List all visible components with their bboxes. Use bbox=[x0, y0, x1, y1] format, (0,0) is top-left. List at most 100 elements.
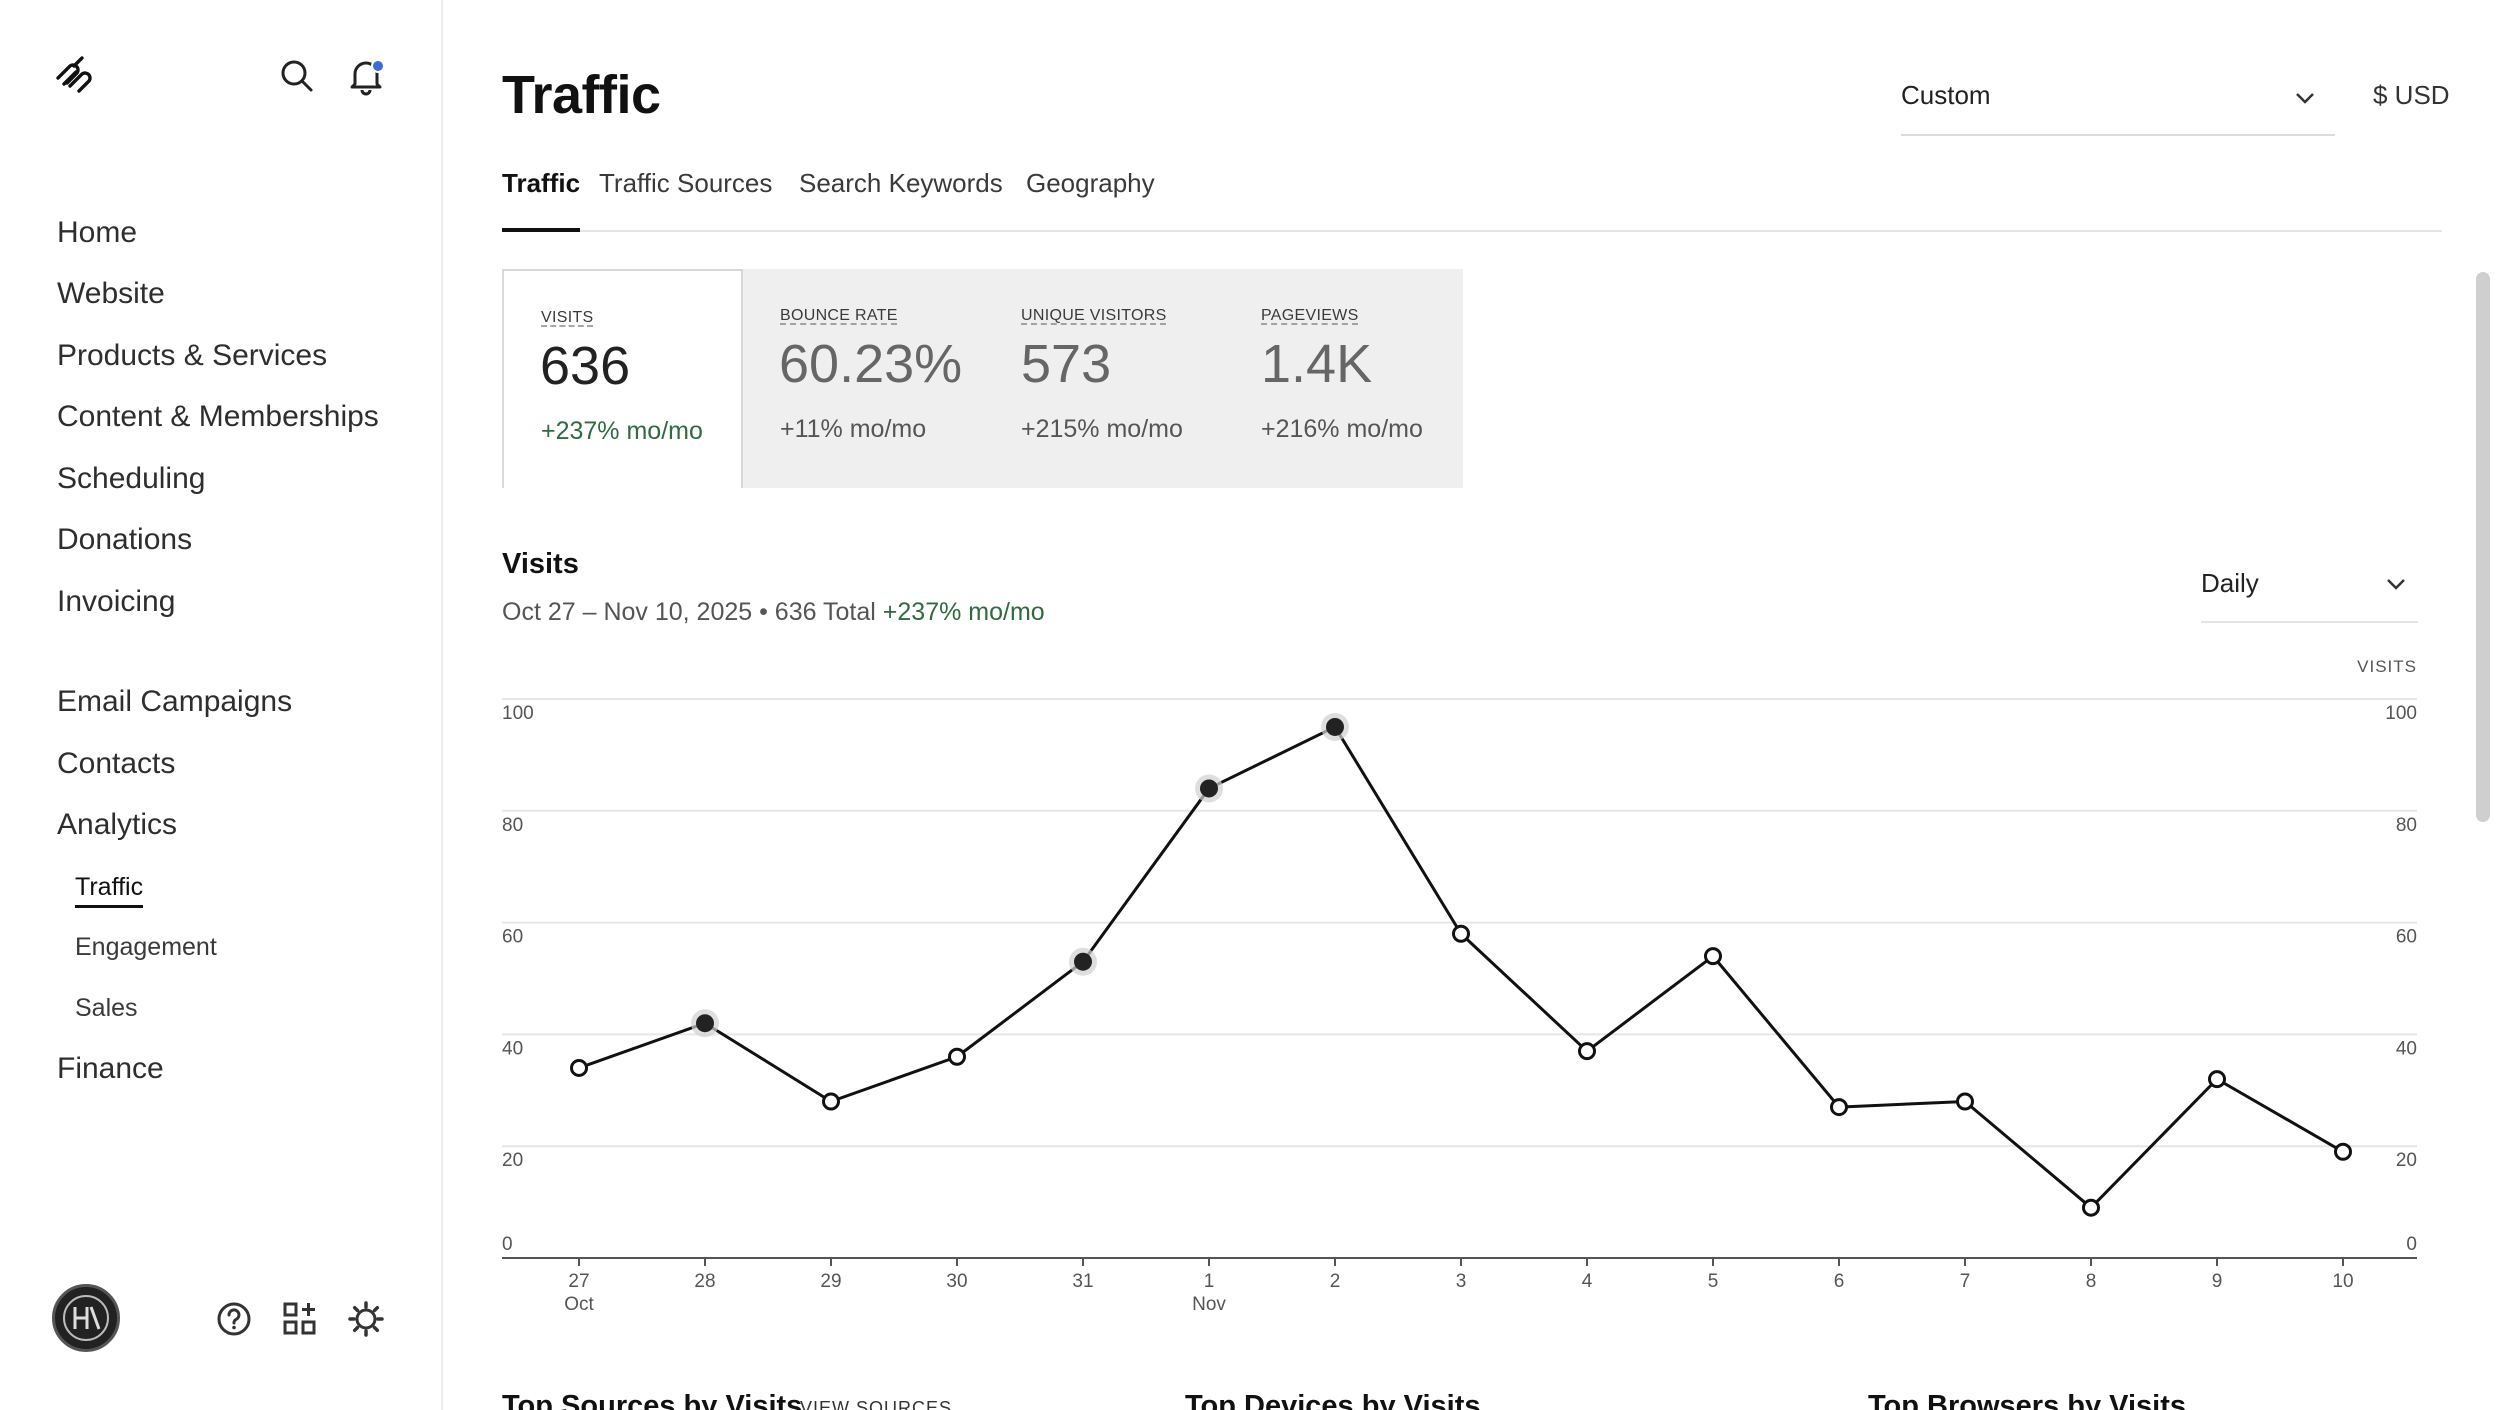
sidebar-item-donations[interactable]: Donations bbox=[57, 523, 193, 556]
sidebar-item-finance[interactable]: Finance bbox=[57, 1052, 164, 1085]
scrollbar[interactable] bbox=[2476, 272, 2490, 822]
data-point[interactable] bbox=[1704, 947, 1722, 966]
date-range-select-value: Custom bbox=[1901, 80, 1991, 110]
y-tick-label-left: 0 bbox=[502, 1234, 513, 1255]
data-point[interactable] bbox=[1830, 1098, 1848, 1117]
top-devices-title: Top Devices by Visits bbox=[1185, 1390, 1481, 1410]
y-tick-label-left: 80 bbox=[502, 815, 523, 836]
chevron-down-icon bbox=[2387, 579, 2405, 590]
data-point[interactable] bbox=[2082, 1198, 2100, 1217]
metric-label: VISITS bbox=[541, 309, 594, 326]
metric-value: 573 bbox=[1021, 334, 1112, 394]
chart-title: Visits bbox=[502, 548, 579, 580]
data-point[interactable] bbox=[1200, 779, 1218, 798]
granularity-select[interactable]: Daily bbox=[2201, 558, 2418, 623]
x-tick-label: 30 bbox=[946, 1271, 967, 1292]
x-month-label: Oct bbox=[564, 1294, 594, 1315]
page-title: Traffic bbox=[502, 65, 661, 125]
metric-card-unique-visitors[interactable]: UNIQUE VISITORS 573 +215% mo/mo bbox=[983, 269, 1223, 488]
metric-label: BOUNCE RATE bbox=[780, 307, 898, 324]
sidebar-subitem-sales[interactable]: Sales bbox=[75, 994, 138, 1022]
sidebar-item-products-services[interactable]: Products & Services bbox=[57, 339, 328, 372]
top-sources-title: Top Sources by Visits bbox=[502, 1390, 803, 1410]
x-tick-label: 31 bbox=[1072, 1271, 1093, 1292]
data-point[interactable] bbox=[1452, 924, 1470, 943]
sidebar-item-invoicing[interactable]: Invoicing bbox=[57, 585, 176, 618]
sidebar-subitem-engagement[interactable]: Engagement bbox=[75, 933, 217, 961]
tab-traffic[interactable]: Traffic bbox=[502, 168, 581, 232]
x-tick-label: 27 bbox=[568, 1271, 589, 1292]
data-point[interactable] bbox=[948, 1047, 966, 1066]
sidebar-item-content-memberships[interactable]: Content & Memberships bbox=[57, 400, 379, 433]
y-tick-label-right: 0 bbox=[2406, 1234, 2417, 1255]
sidebar-item-analytics[interactable]: Analytics bbox=[57, 808, 178, 841]
x-tick-label: 10 bbox=[2332, 1271, 2353, 1292]
main-content: Traffic Custom $ USD Traffic Traffic Sou… bbox=[443, 0, 2500, 1410]
data-point[interactable] bbox=[2208, 1070, 2226, 1089]
sidebar-item-contacts[interactable]: Contacts bbox=[57, 747, 176, 780]
y-tick-label-left: 100 bbox=[502, 703, 534, 724]
metric-value: 60.23% bbox=[779, 334, 963, 394]
x-tick-label: 4 bbox=[1582, 1271, 1593, 1292]
chevron-down-icon bbox=[2296, 93, 2314, 104]
metric-card-bounce-rate[interactable]: BOUNCE RATE 60.23% +11% mo/mo bbox=[743, 269, 983, 488]
squarespace-logo-icon[interactable] bbox=[54, 56, 98, 96]
chart-subtitle: Oct 27 – Nov 10, 2025 • 636 Total +237% … bbox=[502, 598, 1045, 627]
x-tick-label: 3 bbox=[1456, 1271, 1467, 1292]
data-point[interactable] bbox=[1956, 1092, 1974, 1111]
avatar-monogram-icon bbox=[63, 1295, 109, 1341]
metric-label: PAGEVIEWS bbox=[1261, 307, 1359, 324]
x-tick-label: 7 bbox=[1960, 1271, 1971, 1292]
metric-change: +216% mo/mo bbox=[1261, 415, 1423, 443]
sidebar-subitem-traffic[interactable]: Traffic bbox=[75, 873, 144, 908]
bell-icon[interactable] bbox=[346, 56, 386, 96]
y-tick-label-right: 40 bbox=[2396, 1038, 2417, 1059]
date-range-select[interactable]: Custom bbox=[1901, 74, 2335, 136]
y-tick-label-left: 20 bbox=[502, 1150, 523, 1171]
tab-traffic-sources[interactable]: Traffic Sources bbox=[599, 168, 773, 198]
y-axis-label: VISITS bbox=[2357, 657, 2417, 676]
sidebar-item-website[interactable]: Website bbox=[57, 277, 165, 310]
sidebar-item-home[interactable]: Home bbox=[57, 216, 138, 249]
tab-search-keywords[interactable]: Search Keywords bbox=[799, 168, 1003, 198]
y-tick-label-right: 20 bbox=[2396, 1150, 2417, 1171]
currency-label[interactable]: $ USD bbox=[2373, 80, 2450, 110]
metric-change: +11% mo/mo bbox=[780, 415, 927, 443]
search-icon[interactable] bbox=[277, 56, 317, 96]
view-sources-link[interactable]: VIEW SOURCES bbox=[800, 1398, 953, 1410]
data-point[interactable] bbox=[570, 1058, 588, 1077]
y-tick-label-left: 40 bbox=[502, 1038, 523, 1059]
chart-subtitle-text: Oct 27 – Nov 10, 2025 • 636 Total bbox=[502, 598, 876, 626]
x-tick-label: 5 bbox=[1708, 1271, 1719, 1292]
metric-label: UNIQUE VISITORS bbox=[1021, 307, 1167, 324]
top-browsers-title: Top Browsers by Visits bbox=[1868, 1390, 2187, 1410]
x-tick-label: 2 bbox=[1330, 1271, 1341, 1292]
apps-icon[interactable] bbox=[281, 1300, 319, 1338]
y-tick-label-right: 60 bbox=[2396, 927, 2417, 948]
tab-geography[interactable]: Geography bbox=[1026, 168, 1155, 198]
y-tick-label-right: 80 bbox=[2396, 815, 2417, 836]
sidebar: Home Website Products & Services Content… bbox=[0, 0, 443, 1410]
avatar[interactable] bbox=[52, 1284, 120, 1352]
sidebar-item-scheduling[interactable]: Scheduling bbox=[57, 462, 206, 495]
data-point[interactable] bbox=[1074, 952, 1092, 971]
data-point[interactable] bbox=[696, 1014, 714, 1033]
metric-value: 1.4K bbox=[1261, 334, 1373, 394]
settings-icon[interactable] bbox=[347, 1300, 385, 1338]
sidebar-item-email-campaigns[interactable]: Email Campaigns bbox=[57, 685, 293, 718]
metric-card-pageviews[interactable]: PAGEVIEWS 1.4K +216% mo/mo bbox=[1223, 269, 1463, 488]
x-tick-label: 1 bbox=[1204, 1271, 1215, 1292]
x-tick-label: 28 bbox=[694, 1271, 715, 1292]
x-tick-label: 6 bbox=[1834, 1271, 1845, 1292]
data-point[interactable] bbox=[1578, 1042, 1596, 1061]
data-point[interactable] bbox=[822, 1092, 840, 1111]
data-point[interactable] bbox=[2334, 1142, 2352, 1161]
help-icon[interactable] bbox=[215, 1300, 253, 1338]
y-tick-label-left: 60 bbox=[502, 927, 523, 948]
metric-change: +215% mo/mo bbox=[1021, 415, 1183, 443]
data-point[interactable] bbox=[1326, 717, 1344, 736]
metric-card-visits[interactable]: VISITS 636 +237% mo/mo bbox=[502, 269, 743, 488]
x-tick-label: 8 bbox=[2086, 1271, 2097, 1292]
metric-change: +237% mo/mo bbox=[541, 417, 703, 445]
series-line-visits bbox=[578, 725, 2344, 1210]
